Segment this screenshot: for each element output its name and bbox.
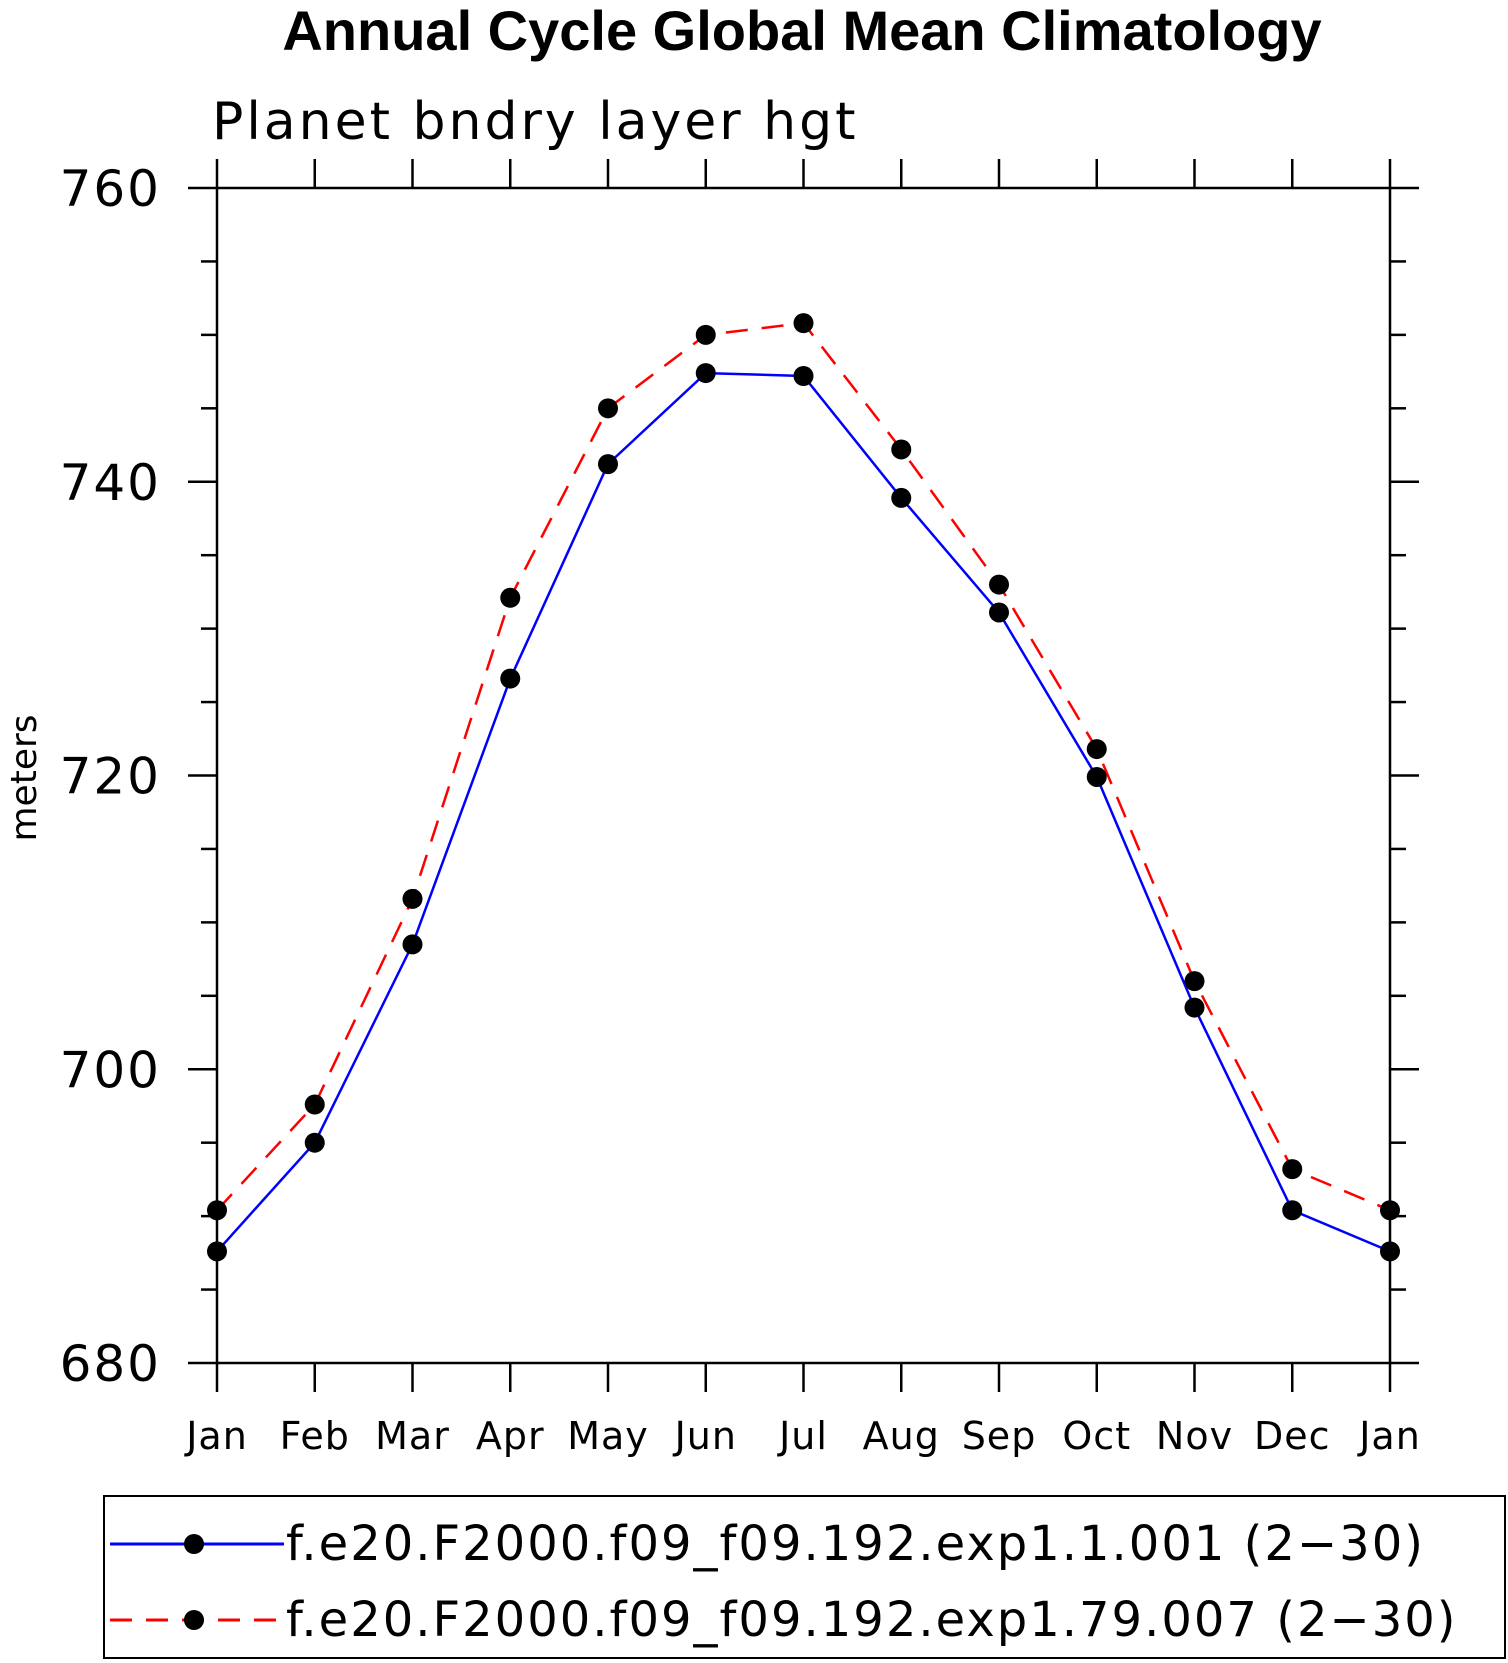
x-tick-label: Sep [962, 1414, 1037, 1458]
legend: f.e20.F2000.f09_f09.192.exp1.1.001 (2−30… [103, 1495, 1506, 1659]
x-tick-label: Nov [1156, 1414, 1233, 1458]
data-point-series-1 [695, 363, 716, 384]
data-point-series-1 [402, 934, 423, 955]
data-point-series-2 [1184, 971, 1205, 992]
legend-entry: f.e20.F2000.f09_f09.192.exp1.1.001 (2−30… [110, 1516, 1425, 1572]
data-point-series-1 [304, 1132, 325, 1153]
data-point-series-2 [207, 1200, 227, 1221]
data-point-series-2 [1380, 1200, 1400, 1221]
x-tick-label: Jan [184, 1414, 248, 1458]
data-point-series-1 [989, 602, 1009, 623]
x-tick-label: Feb [280, 1414, 350, 1458]
data-point-series-1 [500, 668, 521, 689]
data-point-series-1 [598, 454, 618, 475]
data-point-series-2 [402, 888, 423, 909]
data-point-series-1 [1086, 766, 1107, 787]
y-tick-label: 740 [60, 454, 161, 512]
y-tick-label: 720 [60, 748, 161, 806]
legend-label-series-2: f.e20.F2000.f09_f09.192.exp1.79.007 (2−3… [286, 1592, 1458, 1648]
series-line-2 [216, 321, 1391, 1212]
x-tick-label: Apr [476, 1414, 545, 1458]
x-tick-label: Mar [375, 1414, 450, 1458]
data-point-series-2 [500, 587, 521, 608]
data-point-series-1 [891, 487, 912, 508]
data-point-series-1 [1380, 1241, 1400, 1262]
data-point-series-2 [598, 398, 618, 419]
x-tick-label: Aug [863, 1414, 940, 1458]
data-point-series-2 [1282, 1159, 1303, 1180]
data-point-series-1 [207, 1241, 227, 1262]
data-point-series-2 [1086, 739, 1107, 760]
data-point-series-2 [891, 439, 912, 460]
x-tick-label: Jan [1357, 1414, 1421, 1458]
legend-label-series-1: f.e20.F2000.f09_f09.192.exp1.1.001 (2−30… [286, 1516, 1425, 1572]
legend-entry: f.e20.F2000.f09_f09.192.exp1.79.007 (2−3… [110, 1592, 1458, 1648]
y-tick-label: 700 [60, 1041, 161, 1099]
x-tick-label: Jun [673, 1414, 737, 1458]
data-point-series-1 [1282, 1200, 1303, 1221]
legend-marker-series-2 [184, 1610, 204, 1630]
chart-subtitle: Planet bndry layer hgt [212, 92, 859, 152]
data-point-series-2 [695, 324, 716, 345]
data-point-series-1 [793, 366, 814, 386]
x-tick-label: May [567, 1414, 649, 1458]
y-axis-label: meters [4, 714, 45, 841]
legend-marker-series-1 [184, 1534, 204, 1554]
y-tick-label: 680 [60, 1335, 161, 1393]
legend-box [103, 1495, 1506, 1659]
series-line-1 [216, 371, 1391, 1253]
data-point-series-2 [793, 313, 814, 334]
x-tick-label: Oct [1062, 1414, 1131, 1458]
data-point-series-1 [1184, 997, 1205, 1018]
data-point-series-2 [304, 1094, 325, 1115]
plot-area: Jan Feb Mar Apr May Jun Jul Aug Sep Oct Nov Dec Jan 6… [60, 159, 1421, 1458]
data-point-series-2 [989, 574, 1009, 595]
x-tick-label: Jul [777, 1414, 828, 1458]
x-tick-label: Dec [1254, 1414, 1331, 1458]
chart-title: Annual Cycle Global Mean Climatology [282, 0, 1321, 62]
plot-frame [215, 186, 1392, 1365]
y-tick-label: 760 [60, 160, 161, 218]
